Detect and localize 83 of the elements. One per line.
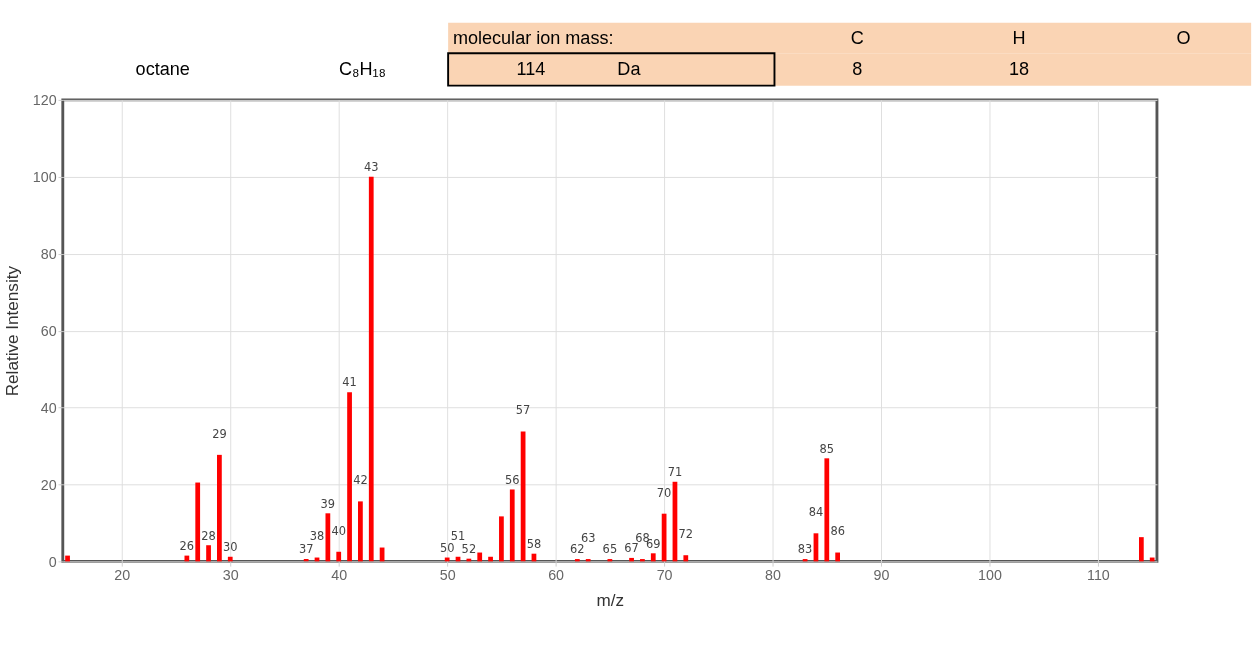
annotation: 83 bbox=[797, 542, 813, 557]
y-tick-label: 100 bbox=[32, 169, 57, 186]
y-tick-label: 120 bbox=[32, 92, 57, 109]
bar bbox=[336, 551, 342, 562]
annotation: 70 bbox=[656, 485, 672, 500]
annotation: 41 bbox=[342, 375, 357, 390]
annotation: 85 bbox=[819, 441, 835, 456]
bar bbox=[325, 513, 331, 562]
text: O bbox=[1176, 27, 1191, 48]
annotation: 65 bbox=[602, 542, 618, 557]
bar bbox=[650, 553, 656, 562]
annotation: 40 bbox=[331, 523, 346, 538]
bar bbox=[683, 555, 689, 562]
bar bbox=[509, 489, 515, 562]
bar bbox=[217, 454, 222, 562]
bar bbox=[368, 176, 374, 562]
x-axis-title: m/z bbox=[596, 590, 625, 610]
annotation: 84 bbox=[808, 505, 824, 520]
text: Da bbox=[617, 59, 642, 80]
bar bbox=[640, 559, 645, 562]
x-tick-label: 80 bbox=[765, 566, 782, 583]
annotation: 38 bbox=[309, 529, 325, 544]
annotation: 28 bbox=[201, 528, 216, 543]
bar bbox=[585, 559, 591, 562]
y-tick-label: 40 bbox=[40, 399, 57, 416]
annotation: 62 bbox=[570, 542, 585, 557]
x-tick-label: 30 bbox=[222, 566, 239, 583]
y-axis-title: Relative Intensity bbox=[2, 265, 22, 397]
text: molecular ion mass: bbox=[452, 27, 614, 48]
x-tick-label: 70 bbox=[656, 566, 673, 583]
bar bbox=[206, 545, 211, 562]
annotation: 57 bbox=[515, 403, 531, 418]
annotation: 67 bbox=[624, 541, 639, 556]
bar bbox=[477, 552, 483, 562]
text: C₈H₁₈ bbox=[338, 59, 387, 80]
x-tick-label: 40 bbox=[331, 566, 348, 583]
y-tick-label: 20 bbox=[40, 476, 57, 493]
annotation: 42 bbox=[353, 473, 368, 488]
annotation: 37 bbox=[298, 542, 314, 557]
annotation: 86 bbox=[830, 524, 845, 539]
annotation: 56 bbox=[505, 472, 520, 487]
text: C bbox=[850, 27, 864, 48]
annotation: 50 bbox=[439, 540, 455, 555]
bar bbox=[65, 555, 70, 562]
annotation: 29 bbox=[212, 426, 227, 441]
text: 114 bbox=[516, 59, 546, 80]
bar bbox=[358, 501, 363, 562]
annotation: 43 bbox=[363, 160, 379, 175]
bar bbox=[824, 458, 830, 562]
bar bbox=[488, 556, 493, 562]
x-tick-label: 60 bbox=[548, 566, 565, 583]
annotation: 26 bbox=[179, 538, 195, 553]
annotation: 72 bbox=[678, 527, 694, 542]
y-tick-label: 0 bbox=[48, 553, 57, 570]
bar bbox=[195, 482, 201, 562]
text: 8 bbox=[852, 59, 863, 80]
bar bbox=[835, 552, 841, 562]
bar bbox=[629, 557, 634, 562]
x-tick-label: 20 bbox=[114, 566, 131, 583]
x-tick-label: 110 bbox=[1087, 566, 1110, 583]
bar bbox=[499, 516, 504, 562]
bar bbox=[303, 559, 309, 562]
text: octane bbox=[135, 59, 190, 80]
annotation: 71 bbox=[667, 465, 683, 480]
y-tick-label: 60 bbox=[40, 322, 57, 339]
annotation: 63 bbox=[580, 530, 596, 545]
bar bbox=[574, 559, 580, 562]
text: 18 bbox=[1008, 59, 1030, 80]
x-tick-label: 90 bbox=[873, 566, 890, 583]
x-tick-label: 100 bbox=[978, 566, 1002, 583]
y-tick-label: 80 bbox=[40, 245, 57, 262]
annotation: 39 bbox=[320, 496, 336, 511]
annotation: 30 bbox=[222, 540, 238, 555]
x-tick-label: 50 bbox=[439, 566, 456, 583]
bar bbox=[227, 556, 233, 562]
annotation: 52 bbox=[461, 541, 477, 556]
bar bbox=[347, 392, 352, 562]
annotation: 58 bbox=[526, 536, 542, 551]
bar bbox=[607, 559, 613, 562]
bar bbox=[184, 555, 190, 562]
bar bbox=[1138, 537, 1144, 562]
annotation: 51 bbox=[450, 528, 466, 543]
text: H bbox=[1012, 27, 1026, 48]
